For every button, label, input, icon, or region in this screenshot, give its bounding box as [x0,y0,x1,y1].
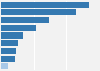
Bar [1,48,16,54]
Bar [1,25,36,31]
Bar [1,56,15,62]
Bar [1,63,8,69]
Bar [1,40,18,46]
Bar [1,9,76,15]
Bar [1,2,89,8]
Bar [1,33,23,38]
Bar [1,17,49,23]
